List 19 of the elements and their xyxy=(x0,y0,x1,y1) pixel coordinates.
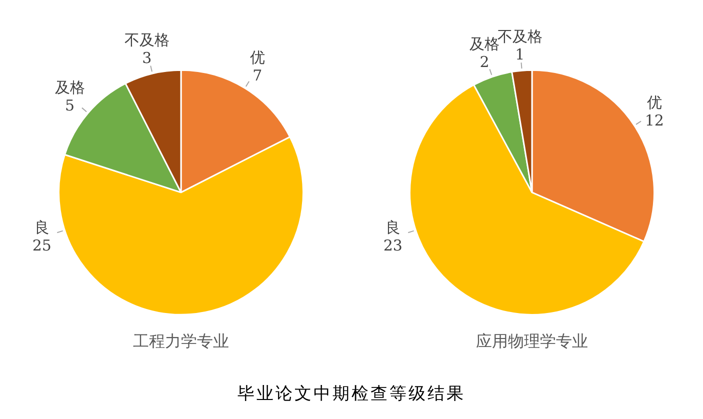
slice-label: 优 xyxy=(646,93,662,112)
data-label: 12 xyxy=(644,111,664,130)
data-label: 25 xyxy=(32,236,52,254)
slice-label: 及格 xyxy=(470,34,500,53)
data-label: 3 xyxy=(142,49,152,68)
text: 工程力学专业 xyxy=(133,332,229,351)
data-label: 5 xyxy=(65,96,75,114)
slice-label: 不及格 xyxy=(124,31,170,50)
data-label: 2 xyxy=(480,52,490,71)
slice-label: 优 xyxy=(250,48,265,67)
slice-label: 及格 xyxy=(54,78,85,96)
data-label: 23 xyxy=(383,236,402,254)
slice-label: 良 xyxy=(385,218,400,236)
slice-label: 不及格 xyxy=(497,28,542,46)
data-label: 1 xyxy=(515,46,525,64)
data-label: 7 xyxy=(252,66,262,85)
text: 毕业论文中期检查等级结果 xyxy=(236,383,466,405)
text: 应用物理学专业 xyxy=(476,332,588,351)
slice-label: 良 xyxy=(34,218,50,236)
